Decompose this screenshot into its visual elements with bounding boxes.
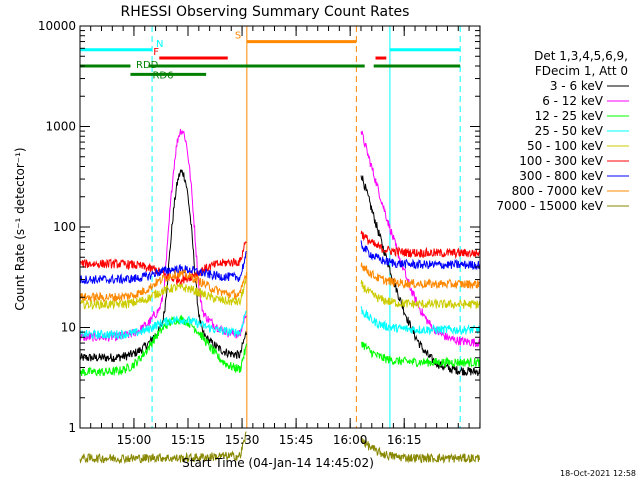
state-label-rdd: RDD <box>136 60 159 71</box>
legend-header-1: FDecim 1, Att 0 <box>535 64 628 78</box>
x-tick-label: 16:15 <box>387 433 422 447</box>
x-tick-label: 15:15 <box>171 433 206 447</box>
y-tick-label: 10 <box>61 321 76 335</box>
state-label-n: N <box>156 39 163 50</box>
legend-label: 100 - 300 keV <box>519 154 603 168</box>
legend-header-0: Det 1,3,4,5,6,9, <box>534 49 628 63</box>
series-line-100-300-kev <box>79 230 480 286</box>
state-label-f: F <box>153 47 159 58</box>
chart-title: RHESSI Observing Summary Count Rates <box>121 4 410 20</box>
axes: 1 10 100 1000 10000 15:00 15:15 15:30 15:45 16:00… <box>38 19 481 447</box>
y-tick-label: 10000 <box>38 19 76 33</box>
state-label-s: S <box>235 31 241 42</box>
x-tick-label: 15:00 <box>117 433 152 447</box>
series-line-12-25-kev <box>79 314 480 377</box>
x-tick-label: 16:00 <box>333 433 368 447</box>
series-line-25-50-kev <box>79 305 480 341</box>
y-tick-label: 1000 <box>45 120 76 134</box>
legend: Det 1,3,4,5,6,9,FDecim 1, Att 03 - 6 keV… <box>496 49 629 213</box>
y-tick-label: 100 <box>53 220 76 234</box>
series-line-300-800-kev <box>79 240 480 285</box>
legend-label: 6 - 12 keV <box>542 94 604 108</box>
legend-label: 800 - 7000 keV <box>512 184 604 198</box>
x-axis-label: Start Time (04-Jan-14 14:45:02) <box>182 456 374 470</box>
x-tick-label: 15:45 <box>279 433 314 447</box>
series-line-800-7000-kev <box>79 262 480 303</box>
state-label-rd6: RD6 <box>152 70 173 81</box>
legend-label: 300 - 800 keV <box>519 169 603 183</box>
legend-label: 3 - 6 keV <box>550 79 604 93</box>
legend-label: 12 - 25 keV <box>535 109 604 123</box>
legend-label: 50 - 100 keV <box>527 139 604 153</box>
legend-label: 25 - 50 keV <box>535 124 604 138</box>
series-line-50-100-kev <box>79 275 480 311</box>
y-tick-label: 1 <box>68 421 76 435</box>
legend-label: 7000 - 15000 keV <box>496 199 603 213</box>
x-tick-label: 15:30 <box>225 433 260 447</box>
y-axis-label: Count Rate (s⁻¹ detector⁻¹) <box>13 147 27 310</box>
footer-date: 18-Oct-2021 12:58 <box>560 469 636 478</box>
series-line-7000-15000-kev <box>79 431 480 465</box>
